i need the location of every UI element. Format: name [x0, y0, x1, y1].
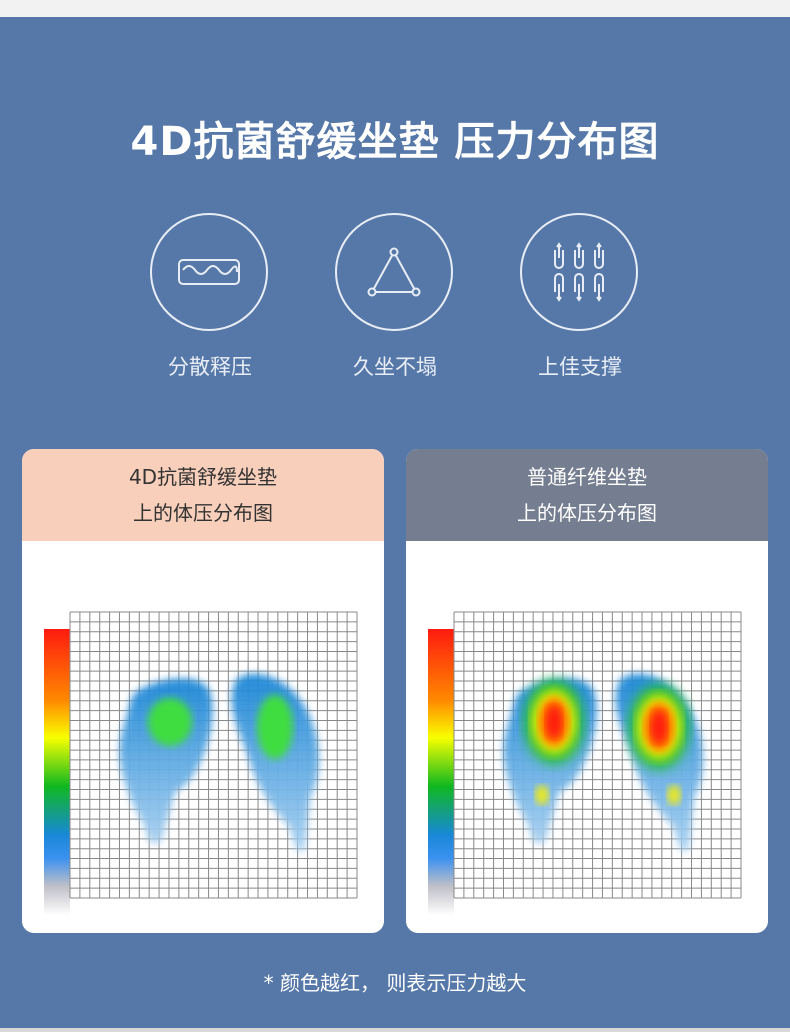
- pressure-zone-peak: [651, 711, 667, 743]
- card-title-line1: 4D抗菌舒缓坐垫: [128, 465, 278, 489]
- pressure-map: [428, 611, 742, 915]
- legend-note: * 颜色越红， 则表示压力越大: [263, 971, 527, 995]
- feature-label: 久坐不塌: [353, 355, 437, 379]
- card-title-line2: 上的体压分布图: [133, 501, 273, 525]
- card-title-line2: 上的体压分布图: [517, 501, 657, 525]
- spring-fiber-icon: [520, 213, 638, 331]
- pressure-zone: [231, 674, 319, 852]
- triangle-icon: [335, 213, 453, 331]
- pressure-zone-tail: [667, 785, 681, 805]
- feature-label: 分散释压: [168, 355, 252, 379]
- feature-label: 上佳支撑: [538, 355, 622, 379]
- wave-cushion-icon: [150, 213, 268, 331]
- feature-stable: 久坐不塌: [335, 213, 455, 381]
- feature-support: 上佳支撑: [520, 213, 640, 381]
- card-ordinary-cushion: 普通纤维坐垫 上的体压分布图: [406, 449, 768, 933]
- color-scale-bar: [44, 629, 70, 915]
- pressure-zone-medium: [257, 695, 293, 759]
- card-header: 普通纤维坐垫 上的体压分布图: [406, 449, 768, 541]
- card-header: 4D抗菌舒缓坐垫 上的体压分布图: [22, 449, 384, 541]
- pressure-zone-peak: [546, 706, 562, 738]
- color-scale-bar: [428, 629, 454, 915]
- card-title-line1: 普通纤维坐垫: [527, 465, 647, 489]
- pressure-zone-medium: [148, 698, 192, 746]
- card-4d-cushion: 4D抗菌舒缓坐垫 上的体压分布图: [22, 449, 384, 933]
- page-background: 4D抗菌舒缓坐垫 压力分布图 分散释压 久坐不塌 上佳支撑 4D抗菌舒缓坐垫 上…: [0, 17, 790, 1028]
- page-title: 4D抗菌舒缓坐垫 压力分布图: [130, 119, 660, 165]
- bottom-border: [0, 1028, 790, 1032]
- feature-disperse: 分散释压: [150, 213, 270, 381]
- pressure-map: [44, 611, 358, 915]
- pressure-zone-tail: [535, 785, 549, 805]
